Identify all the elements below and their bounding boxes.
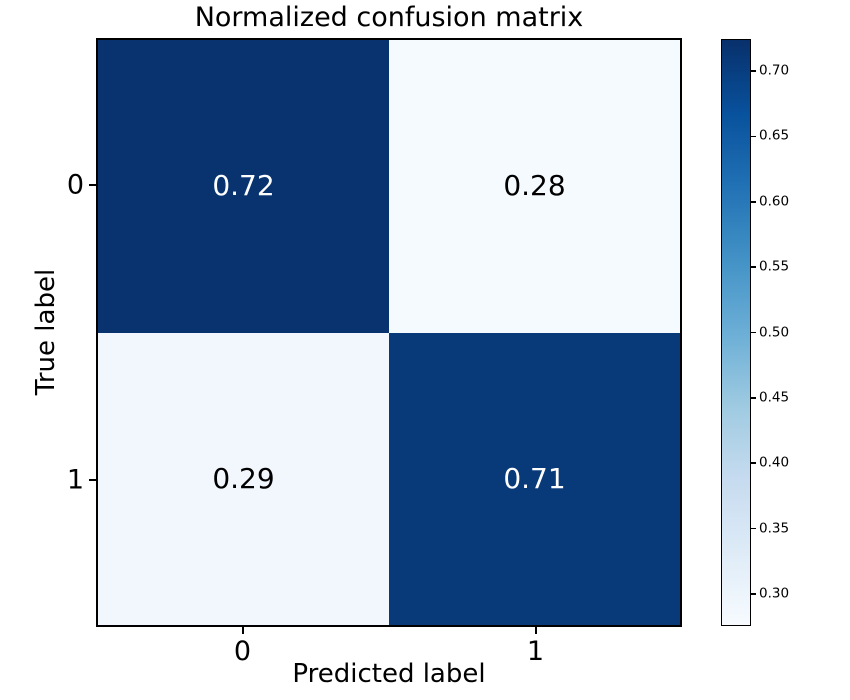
colorbar-tick-mark	[751, 70, 756, 72]
colorbar-tick-mark	[751, 527, 756, 530]
chart-title: Normalized confusion matrix	[194, 2, 584, 33]
colorbar-tick-mark	[751, 266, 756, 268]
colorbar-tick-label: 0.40	[759, 454, 790, 471]
y-axis-label: True label	[31, 268, 61, 396]
colorbar-tick-mark	[751, 593, 756, 595]
colorbar-tick-label: 0.60	[759, 193, 790, 209]
colorbar-tick-label: 0.30	[759, 585, 790, 602]
colorbar-tick-label: 0.35	[759, 519, 790, 536]
matrix-cell: 0.29	[98, 332, 389, 625]
x-tick-mark	[534, 627, 537, 634]
cell-value-label: 0.28	[503, 169, 566, 203]
colorbar-tick-label: 0.50	[759, 323, 790, 340]
y-tick-mark	[89, 184, 96, 187]
matrix-cell: 0.71	[389, 332, 680, 625]
x-tick-label: 0	[233, 636, 252, 667]
colorbar	[721, 39, 751, 626]
y-tick-label: 0	[66, 169, 84, 201]
x-axis-label: Predicted label	[292, 659, 486, 689]
heatmap: 0.72 0.28 0.29 0.71	[96, 38, 682, 627]
y-tick-label: 1	[66, 464, 84, 496]
matrix-cell: 0.28	[389, 40, 680, 333]
colorbar-tick-mark	[751, 397, 756, 399]
cell-value-label: 0.72	[212, 169, 275, 203]
colorbar-tick-label: 0.45	[759, 389, 790, 406]
colorbar-tick-mark	[751, 135, 756, 138]
colorbar-tick-label: 0.55	[759, 258, 790, 275]
matrix-cell: 0.72	[98, 40, 389, 333]
x-tick-mark	[241, 627, 244, 634]
cell-value-label: 0.29	[212, 461, 275, 495]
cell-value-label: 0.71	[503, 461, 566, 495]
y-tick-mark	[89, 478, 96, 481]
colorbar-tick-label: 0.65	[759, 127, 790, 144]
colorbar-tick-mark	[751, 462, 756, 464]
colorbar-tick-mark	[751, 201, 756, 203]
x-tick-label: 1	[526, 636, 545, 667]
colorbar-tick-label: 0.70	[759, 62, 790, 79]
colorbar-tick-mark	[751, 331, 756, 334]
